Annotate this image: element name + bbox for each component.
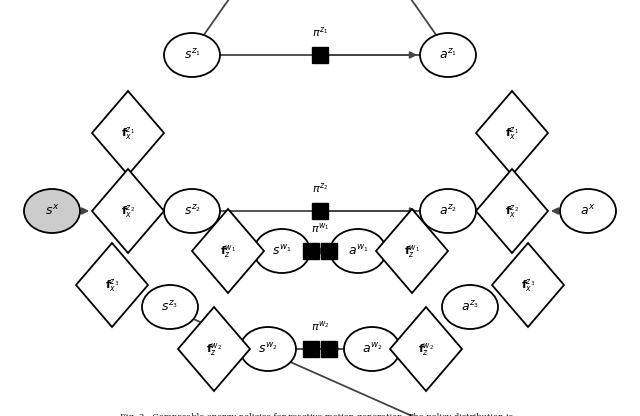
Text: $a^{w_1}$: $a^{w_1}$: [348, 244, 369, 258]
Text: $\mathbf{f}_z^{w_1}$: $\mathbf{f}_z^{w_1}$: [220, 243, 236, 260]
Text: $\pi^{z_1}$: $\pi^{z_1}$: [312, 25, 328, 39]
Ellipse shape: [344, 327, 400, 371]
Polygon shape: [476, 169, 548, 253]
Text: $s^{w_2}$: $s^{w_2}$: [258, 342, 278, 356]
Bar: [312, 47, 328, 63]
Ellipse shape: [164, 33, 220, 77]
Polygon shape: [92, 169, 164, 253]
Ellipse shape: [420, 189, 476, 233]
Polygon shape: [390, 307, 462, 391]
Text: $a^x$: $a^x$: [580, 204, 596, 218]
Text: $a^{z_1}$: $a^{z_1}$: [439, 48, 457, 62]
Bar: [321, 243, 337, 259]
Text: $\mathbf{f}_x^{z_1}$: $\mathbf{f}_x^{z_1}$: [505, 124, 519, 141]
Text: $s^x$: $s^x$: [45, 204, 59, 218]
Text: $\pi^{w_2}$: $\pi^{w_2}$: [311, 319, 329, 333]
Polygon shape: [76, 243, 148, 327]
Text: $\pi^{z_2}$: $\pi^{z_2}$: [312, 181, 328, 195]
Polygon shape: [178, 307, 250, 391]
Text: $a^{z_3}$: $a^{z_3}$: [461, 300, 479, 314]
Text: $s^{z_2}$: $s^{z_2}$: [184, 204, 200, 218]
Polygon shape: [492, 243, 564, 327]
Polygon shape: [192, 209, 264, 293]
Ellipse shape: [442, 285, 498, 329]
Ellipse shape: [420, 33, 476, 77]
Ellipse shape: [330, 229, 386, 273]
Text: $\mathbf{f}_z^{w_2}$: $\mathbf{f}_z^{w_2}$: [418, 341, 434, 357]
Ellipse shape: [254, 229, 310, 273]
Text: $\pi^{w_1}$: $\pi^{w_1}$: [311, 221, 329, 235]
Text: $\mathbf{f}_z^{w_1}$: $\mathbf{f}_z^{w_1}$: [404, 243, 420, 260]
Text: $s^{w_1}$: $s^{w_1}$: [272, 244, 292, 258]
Ellipse shape: [560, 189, 616, 233]
Text: $\mathbf{f}_x^{z_2}$: $\mathbf{f}_x^{z_2}$: [505, 203, 519, 220]
Text: $a^{w_2}$: $a^{w_2}$: [362, 342, 382, 356]
Text: $\mathbf{f}_x^{z_1}$: $\mathbf{f}_x^{z_1}$: [121, 124, 135, 141]
Ellipse shape: [240, 327, 296, 371]
Ellipse shape: [164, 189, 220, 233]
Bar: [303, 243, 319, 259]
Text: $\mathbf{f}_x^{z_3}$: $\mathbf{f}_x^{z_3}$: [521, 277, 535, 294]
Polygon shape: [476, 91, 548, 175]
Text: $a^{z_2}$: $a^{z_2}$: [439, 204, 457, 218]
Ellipse shape: [142, 285, 198, 329]
Text: $\mathbf{f}_z^{w_2}$: $\mathbf{f}_z^{w_2}$: [206, 341, 222, 357]
Text: $\mathbf{f}_x^{z_2}$: $\mathbf{f}_x^{z_2}$: [121, 203, 135, 220]
Polygon shape: [92, 91, 164, 175]
Bar: [312, 203, 328, 219]
Bar: [303, 341, 319, 357]
Text: $s^{z_1}$: $s^{z_1}$: [184, 48, 200, 62]
Ellipse shape: [24, 189, 80, 233]
Polygon shape: [376, 209, 448, 293]
Text: $\mathbf{f}_x^{z_3}$: $\mathbf{f}_x^{z_3}$: [105, 277, 119, 294]
Text: $s^{z_3}$: $s^{z_3}$: [161, 300, 179, 314]
Text: Fig. 2:  Composable energy policies for reactive motion generation. The policy d: Fig. 2: Composable energy policies for r…: [120, 413, 520, 416]
Bar: [321, 341, 337, 357]
